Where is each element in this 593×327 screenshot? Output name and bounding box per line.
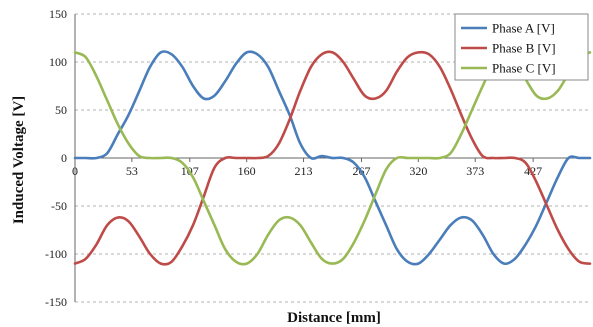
x-axis-title: Distance [mm] (287, 310, 381, 326)
legend-label: Phase A [V] (492, 21, 555, 36)
y-tick-label: 50 (55, 103, 67, 117)
series-line-phase-a-v (73, 50, 592, 266)
x-tick-label: 53 (126, 164, 138, 178)
y-tick-label: 100 (49, 55, 67, 69)
legend-label: Phase C [V] (492, 61, 556, 76)
x-tick-label: 0 (72, 164, 78, 178)
x-tick-label: 320 (409, 164, 427, 178)
x-tick-label: 213 (295, 164, 313, 178)
y-tick-label: -100 (45, 247, 67, 261)
y-tick-label: 0 (61, 151, 67, 165)
x-tick-label: 373 (466, 164, 484, 178)
x-tick-label: 160 (238, 164, 256, 178)
y-tick-label: -150 (45, 295, 67, 309)
series-lines (73, 50, 592, 266)
y-tick-label: -50 (51, 199, 67, 213)
grid-lines (75, 13, 590, 303)
legend-label: Phase B [V] (492, 41, 556, 56)
y-tick-label: 150 (49, 7, 67, 21)
series-line-phase-b-v (73, 50, 592, 266)
y-axis-title: Induced Voltage [V] (11, 96, 27, 224)
legend: Phase A [V] Phase B [V] Phase C [V] (454, 13, 589, 81)
